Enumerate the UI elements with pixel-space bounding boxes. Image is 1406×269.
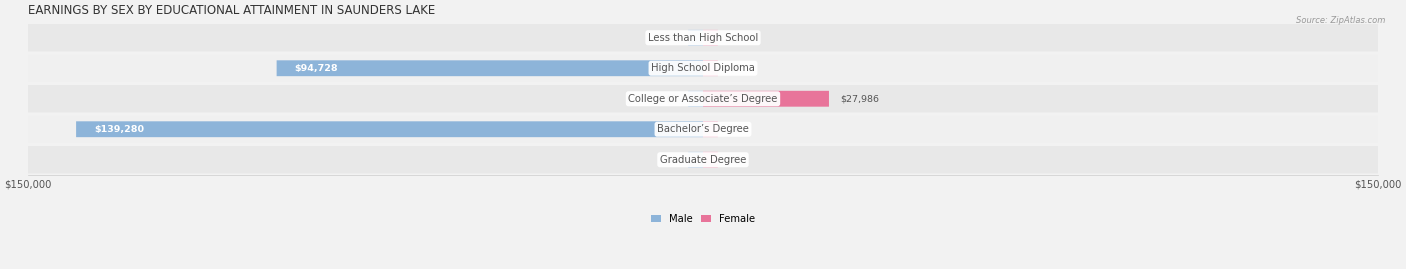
Text: $0: $0 (730, 64, 741, 73)
Text: EARNINGS BY SEX BY EDUCATIONAL ATTAINMENT IN SAUNDERS LAKE: EARNINGS BY SEX BY EDUCATIONAL ATTAINMEN… (28, 4, 434, 17)
FancyBboxPatch shape (703, 30, 718, 46)
Text: $94,728: $94,728 (295, 64, 339, 73)
Text: Source: ZipAtlas.com: Source: ZipAtlas.com (1295, 16, 1385, 25)
Text: $0: $0 (665, 155, 676, 164)
FancyBboxPatch shape (28, 115, 1378, 143)
FancyBboxPatch shape (688, 152, 703, 168)
Text: Graduate Degree: Graduate Degree (659, 155, 747, 165)
Text: $0: $0 (730, 155, 741, 164)
Text: College or Associate’s Degree: College or Associate’s Degree (628, 94, 778, 104)
FancyBboxPatch shape (688, 91, 703, 107)
FancyBboxPatch shape (28, 146, 1378, 174)
Text: $27,986: $27,986 (841, 94, 879, 103)
Legend: Male, Female: Male, Female (647, 210, 759, 228)
FancyBboxPatch shape (703, 152, 718, 168)
Text: $0: $0 (730, 33, 741, 42)
Text: High School Diploma: High School Diploma (651, 63, 755, 73)
FancyBboxPatch shape (28, 85, 1378, 112)
Text: Bachelor’s Degree: Bachelor’s Degree (657, 124, 749, 134)
Text: $0: $0 (665, 33, 676, 42)
Text: $0: $0 (730, 125, 741, 134)
FancyBboxPatch shape (703, 121, 718, 137)
FancyBboxPatch shape (28, 55, 1378, 82)
FancyBboxPatch shape (28, 24, 1378, 51)
Text: $139,280: $139,280 (94, 125, 143, 134)
FancyBboxPatch shape (703, 60, 718, 76)
FancyBboxPatch shape (688, 30, 703, 46)
FancyBboxPatch shape (277, 60, 703, 76)
FancyBboxPatch shape (703, 91, 830, 107)
FancyBboxPatch shape (76, 121, 703, 137)
Text: $0: $0 (665, 94, 676, 103)
Text: Less than High School: Less than High School (648, 33, 758, 43)
